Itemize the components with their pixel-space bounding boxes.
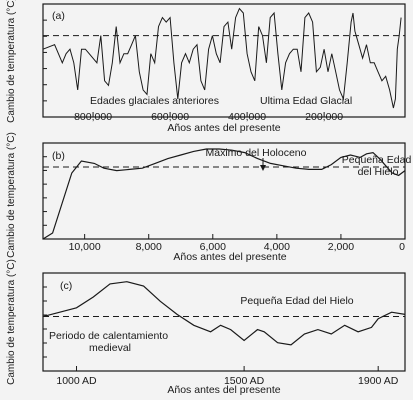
panel-c-label: (c) (60, 280, 72, 292)
panel-b-series-line (42, 148, 406, 240)
panel-c-frame (42, 272, 406, 372)
panel-a-x-tick-label: 200,000 (305, 111, 343, 123)
panel-a-annotation-last-glacial: Ultima Edad Glacial (260, 95, 352, 107)
panel-b-x-tick-label: 0 (399, 241, 405, 253)
panel-b-xlabel: Años antes del presente (173, 251, 286, 263)
panel-b-x-tick-label: 6,000 (200, 241, 226, 253)
panel-a-x-tick-label: 800,000 (74, 111, 112, 123)
panel-c-annotation-medieval-warm-line1: Periodo de calentamiento (49, 330, 168, 342)
panel-c-xlabel: Años antes del presente (167, 384, 280, 396)
panel-c-annotation-medieval-warm: Periodo de calentamiento medieval (49, 330, 171, 354)
panel-b-ticks: 10,000 8,000 6,000 4,000 2,000 0 (43, 156, 406, 253)
panel-b-annotation-holocene-max: Máximo del Holoceno (206, 147, 307, 159)
panel-b-x-tick-label: 8,000 (136, 241, 162, 253)
panel-b-x-tick-label: 4,000 (264, 241, 290, 253)
panel-a-label: (a) (52, 10, 65, 22)
panel-b-frame (42, 142, 406, 240)
panel-b: 10,000 8,000 6,000 4,000 2,000 0 (b) Máximo d… (6, 132, 413, 263)
panel-a-annotation-previous-glacial: Edades glaciales anteriores (90, 95, 219, 107)
panel-a-series-line (42, 7, 402, 109)
panel-a-x-tick-label: 400,000 (228, 111, 266, 123)
panel-c-x-tick-label: 1000 AD (56, 375, 97, 387)
panel-b-ylabel: Cambio de temperatura (°C) (6, 132, 17, 258)
panel-c-annotation-little-ice-age: Pequeña Edad del Hielo (240, 295, 353, 307)
panel-c-annotation-medieval-warm-line2: medieval (89, 342, 131, 354)
panel-b-annotation-little-ice-age: Pequeña Edad del Hielo (342, 154, 413, 178)
panel-c-x-tick-label: 1900 AD (358, 375, 399, 387)
panel-a-xlabel: Años antes del presente (167, 122, 280, 134)
panel-a: 800,000 600,000 400,000 200,000 (a) Edades … (6, 0, 406, 134)
panel-c: 1000 AD 1500 AD 1900 AD (c) Pequeña Edad d… (6, 259, 406, 396)
panel-a-x-tick-label: 600,000 (151, 111, 189, 123)
panel-a-ticks: 800,000 600,000 400,000 200,000 (43, 19, 343, 123)
panel-c-x-tick-label: 1500 AD (224, 375, 265, 387)
panel-b-annotation-little-ice-age-line2: del Hielo (358, 166, 399, 178)
panel-c-ylabel: Cambio de temperatura (°C) (6, 259, 17, 385)
panel-a-frame (42, 3, 406, 118)
panel-b-x-tick-label: 2,000 (328, 241, 354, 253)
panel-b-label: (b) (52, 150, 65, 162)
panel-b-x-tick-label: 10,000 (69, 241, 101, 253)
panel-b-annotation-arrowhead (260, 165, 266, 171)
panel-c-ticks: 1000 AD 1500 AD 1900 AD (43, 286, 399, 387)
panel-b-annotation-little-ice-age-line1: Pequeña Edad (342, 154, 412, 166)
panel-a-ylabel: Cambio de temperatura (°C) (6, 0, 17, 123)
panel-c-series-line (42, 281, 406, 346)
